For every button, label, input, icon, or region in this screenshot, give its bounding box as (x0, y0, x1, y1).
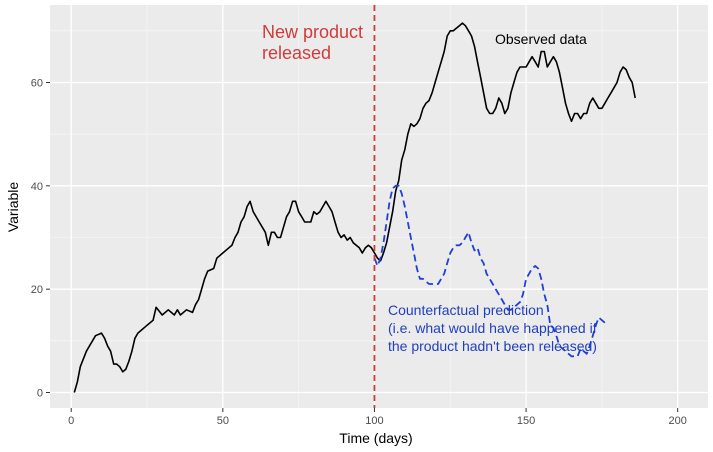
minor-grid (50, 5, 708, 408)
annotation-release: New product released (262, 22, 368, 63)
y-tick-label: 40 (31, 181, 43, 193)
series-lines (73, 22, 636, 393)
x-tick-label: 0 (68, 415, 74, 427)
x-tick-label: 50 (217, 415, 229, 427)
annotation-cf-line-2: (i.e. what would have happened if (388, 320, 597, 336)
x-axis-title: Time (days) (339, 430, 412, 446)
annotation-cf-line-3: the product hadn't been released) (388, 338, 597, 354)
y-axis-title: Variable (5, 182, 21, 233)
observed-line (73, 22, 636, 393)
y-tick-label: 0 (37, 388, 43, 400)
annotation-observed: Observed data (495, 31, 587, 47)
major-grid (50, 5, 708, 408)
annotation-release-line-2: released (262, 43, 331, 63)
x-axis-ticks: 0 50 100 150 200 (68, 408, 687, 427)
x-tick-label: 200 (668, 415, 686, 427)
y-axis-ticks: 0 20 40 60 (31, 78, 50, 400)
annotation-release-line-1: New product (262, 22, 363, 42)
annotation-counterfactual: Counterfactual prediction (i.e. what wou… (388, 302, 600, 354)
x-tick-label: 150 (517, 415, 535, 427)
x-tick-label: 100 (365, 415, 383, 427)
plot-panel (50, 5, 708, 408)
y-tick-label: 20 (31, 284, 43, 296)
counterfactual-line (373, 184, 606, 358)
y-tick-label: 60 (31, 78, 43, 90)
annotation-cf-line-1: Counterfactual prediction (388, 302, 544, 318)
